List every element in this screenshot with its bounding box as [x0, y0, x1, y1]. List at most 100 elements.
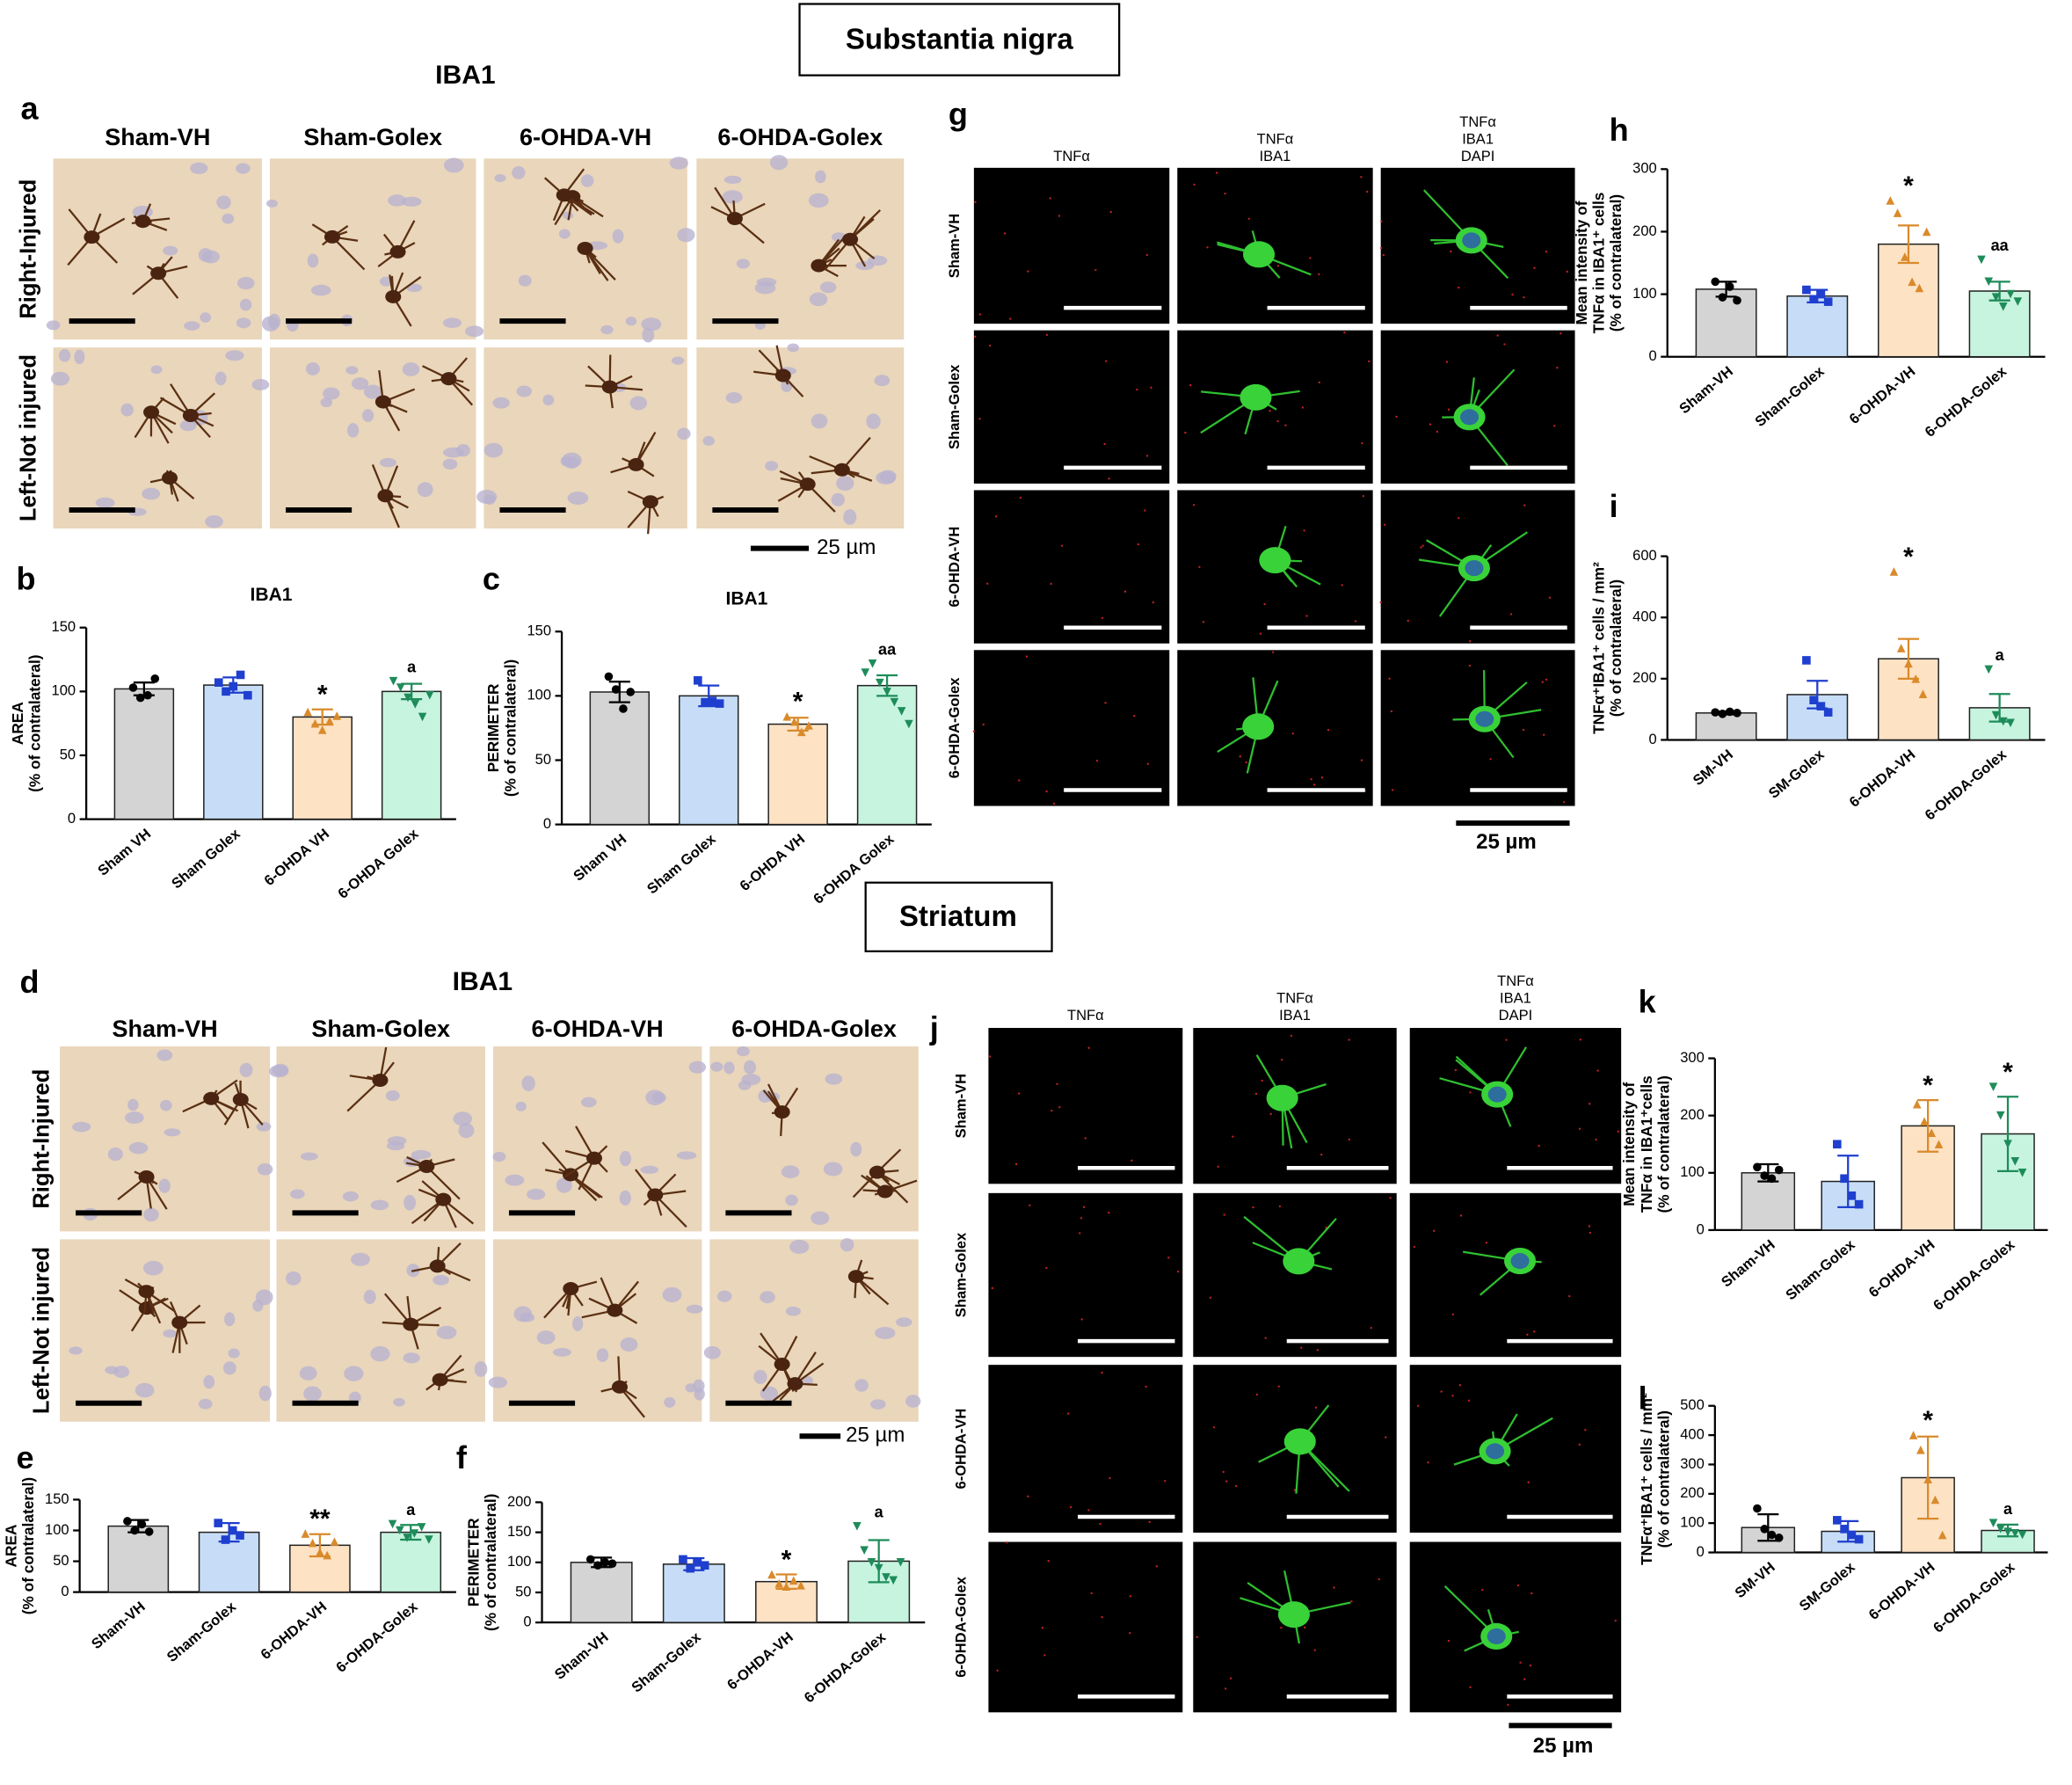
nucleus	[505, 1174, 525, 1186]
speck	[1509, 613, 1513, 616]
micrograph	[60, 1239, 273, 1422]
speck	[1361, 441, 1363, 445]
x-tick-label: Sham VH	[94, 825, 154, 878]
cell-body	[143, 405, 160, 419]
micrograph-image	[60, 1046, 270, 1232]
micrograph-image	[1177, 167, 1373, 324]
x-tick-label: 6-OHDA-Golex	[801, 1628, 890, 1707]
data-point	[882, 1573, 891, 1582]
y-axis-label: AREA	[3, 1524, 20, 1567]
speck	[1155, 1565, 1159, 1568]
cell-body	[628, 457, 644, 471]
data-point	[137, 1519, 147, 1529]
speck	[1348, 1138, 1351, 1141]
speck	[1320, 776, 1324, 779]
speck	[1129, 1595, 1132, 1598]
nucleus	[69, 1346, 83, 1355]
nucleus	[436, 1325, 457, 1340]
cell-body	[182, 408, 199, 423]
speck	[978, 418, 981, 420]
section-box	[798, 3, 1121, 76]
cell-body	[138, 1285, 155, 1299]
y-tick-label: 200	[1632, 222, 1657, 239]
x-tick-label: Sham-Golex	[1783, 1235, 1859, 1303]
data-point	[1908, 277, 1916, 287]
speck	[1368, 360, 1370, 363]
data-point	[128, 683, 138, 692]
data-point	[1991, 710, 2001, 720]
column-header: Sham-VH	[112, 1016, 217, 1042]
data-point	[123, 1517, 132, 1526]
speck	[1056, 1082, 1058, 1085]
speck	[1341, 584, 1343, 586]
data-point	[1918, 689, 1928, 699]
significance-label: *	[1903, 543, 1914, 572]
nucleus	[560, 455, 572, 467]
column-header: Sham-Golex	[303, 124, 442, 150]
column-header: IBA1	[1500, 989, 1531, 1006]
row-label: Sham-VH	[953, 1074, 970, 1138]
data-point	[767, 1570, 776, 1579]
speck	[988, 344, 992, 347]
data-point	[1854, 1534, 1864, 1544]
speck	[1101, 616, 1104, 619]
x-tick-label: 6-OHDA-VH	[1865, 1558, 1938, 1623]
speck	[1365, 190, 1369, 193]
speck	[1018, 779, 1021, 782]
cell-body	[869, 1165, 885, 1179]
data-point	[396, 683, 405, 692]
micrograph	[1177, 650, 1373, 806]
micrograph	[988, 1028, 1183, 1184]
speck	[1458, 1383, 1462, 1387]
nucleus	[1475, 710, 1494, 727]
column-header: 6-OHDA-Golex	[731, 1016, 897, 1042]
speck	[1269, 1112, 1272, 1116]
significance-label: *	[782, 1545, 792, 1574]
data-point	[143, 690, 152, 700]
speck	[1313, 1649, 1316, 1651]
data-point	[796, 1580, 805, 1590]
speck	[1310, 778, 1312, 781]
speck	[1595, 1138, 1597, 1141]
data-point	[715, 699, 724, 708]
micrograph-image	[988, 1541, 1183, 1713]
speck	[1280, 1626, 1283, 1629]
speck	[1198, 565, 1201, 569]
bar	[570, 1562, 633, 1623]
speck	[1516, 1584, 1520, 1587]
data-point	[130, 1526, 139, 1535]
row-label: Sham-Golex	[946, 364, 963, 449]
data-point	[1927, 1128, 1937, 1138]
nucleus	[669, 157, 688, 170]
cell-process	[840, 436, 871, 471]
micrograph	[1177, 167, 1373, 324]
speck	[1548, 596, 1552, 599]
micrograph	[476, 347, 691, 535]
y-axis-label: TNFα⁺IBA1⁺ cells / mm²	[1590, 562, 1608, 734]
x-tick-label: SM-VH	[1732, 1558, 1778, 1601]
speck	[1385, 1436, 1387, 1439]
speck	[1259, 632, 1262, 635]
speck	[1145, 1385, 1147, 1388]
x-tick-label: SM-VH	[1690, 746, 1736, 789]
column-header: TNFα	[1276, 989, 1313, 1006]
x-tick-label: 6-OHDA VH	[261, 825, 332, 889]
speck	[1469, 640, 1472, 643]
speck	[1389, 1197, 1392, 1199]
speck	[1019, 496, 1022, 499]
nucleus	[134, 1382, 155, 1398]
data-point	[708, 696, 717, 706]
nucleus	[411, 1149, 432, 1160]
nucleus	[787, 343, 799, 353]
speck	[1301, 406, 1305, 409]
cell-body	[607, 1303, 623, 1317]
nucleus	[581, 1096, 597, 1108]
nucleus	[688, 1060, 707, 1074]
data-point	[316, 1548, 324, 1556]
nucleus	[160, 1099, 172, 1111]
bar	[767, 723, 828, 826]
nucleus	[252, 1300, 264, 1312]
data-point	[425, 690, 434, 700]
cell-body	[1266, 1084, 1298, 1111]
speck	[1596, 1069, 1599, 1072]
